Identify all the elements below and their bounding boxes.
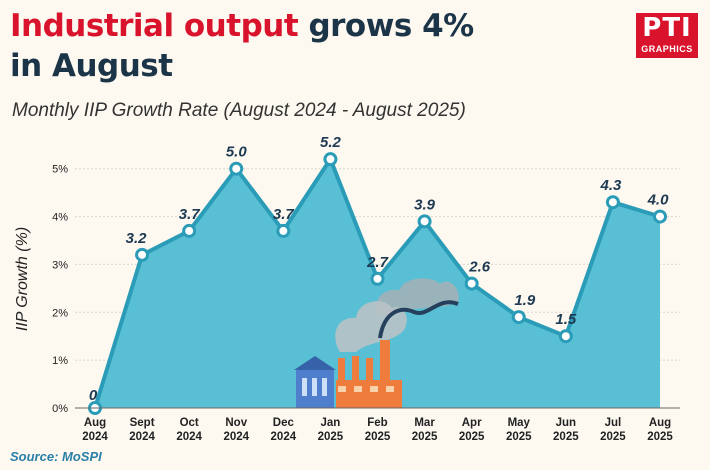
x-tick-label: May 2025 [506, 417, 532, 443]
y-tick-label: 1% [52, 355, 68, 367]
x-tick-label: Apr 2025 [459, 417, 485, 443]
data-label: 4.3 [599, 177, 622, 194]
x-tick-label: Aug 2024 [82, 417, 108, 443]
y-tick-label: 5% [52, 164, 68, 176]
data-point [323, 152, 338, 167]
data-point [135, 247, 150, 262]
data-point [653, 209, 667, 224]
data-label: 1.9 [514, 292, 536, 309]
y-tick-label: 3% [52, 259, 68, 271]
data-point [370, 271, 385, 286]
x-tick-label: Jul 2025 [600, 417, 626, 443]
data-label: 4.0 [647, 192, 670, 209]
x-tick-label: Dec 2024 [271, 417, 297, 443]
data-point [417, 214, 432, 229]
y-tick-label: 0% [52, 403, 68, 415]
title-highlight: Industrial output [10, 8, 299, 44]
title-rest: grows 4% [298, 8, 474, 44]
data-point [276, 223, 291, 238]
x-tick-label: Jan 2025 [318, 417, 344, 443]
logo-subtext: GRAPHICS [641, 44, 693, 54]
x-tick-label: Jun 2025 [553, 417, 579, 443]
data-label: 2.7 [366, 254, 389, 271]
data-point [182, 223, 197, 238]
data-label: 5.0 [226, 144, 248, 161]
data-label: 1.5 [555, 311, 577, 328]
data-point [605, 195, 620, 210]
source-note: Source: MoSPI [10, 449, 102, 464]
title-line2: in August [10, 48, 173, 84]
factory-icon [294, 278, 459, 408]
data-point [229, 161, 244, 176]
data-label: 3.7 [273, 206, 295, 223]
data-label: 3.2 [126, 230, 148, 247]
x-tick-label: Aug 2025 [647, 417, 673, 443]
x-tick-label: Oct 2024 [176, 417, 202, 443]
y-tick-label: 2% [52, 307, 68, 319]
data-label: 3.9 [414, 196, 436, 213]
x-tick-label: Mar 2025 [412, 417, 438, 443]
pti-graphics-logo: PTI GRAPHICS [636, 13, 698, 58]
data-point [511, 310, 526, 325]
logo-text: PTI [642, 13, 692, 43]
x-tick-label: Nov 2024 [223, 417, 249, 443]
data-point [558, 329, 573, 344]
data-label: 0 [89, 387, 98, 404]
chart-title: Industrial output grows 4% in August [10, 6, 474, 86]
chart-subtitle: Monthly IIP Growth Rate (August 2024 - A… [12, 100, 466, 121]
data-label: 5.2 [320, 134, 342, 151]
data-label: 3.7 [179, 206, 201, 223]
x-tick-label: Sept 2024 [129, 417, 155, 443]
y-tick-label: 4% [52, 212, 68, 224]
data-point [464, 276, 479, 291]
y-axis-label: IIP Growth (%) [14, 226, 31, 332]
data-label: 2.6 [468, 259, 491, 276]
x-tick-label: Feb 2025 [365, 417, 391, 443]
